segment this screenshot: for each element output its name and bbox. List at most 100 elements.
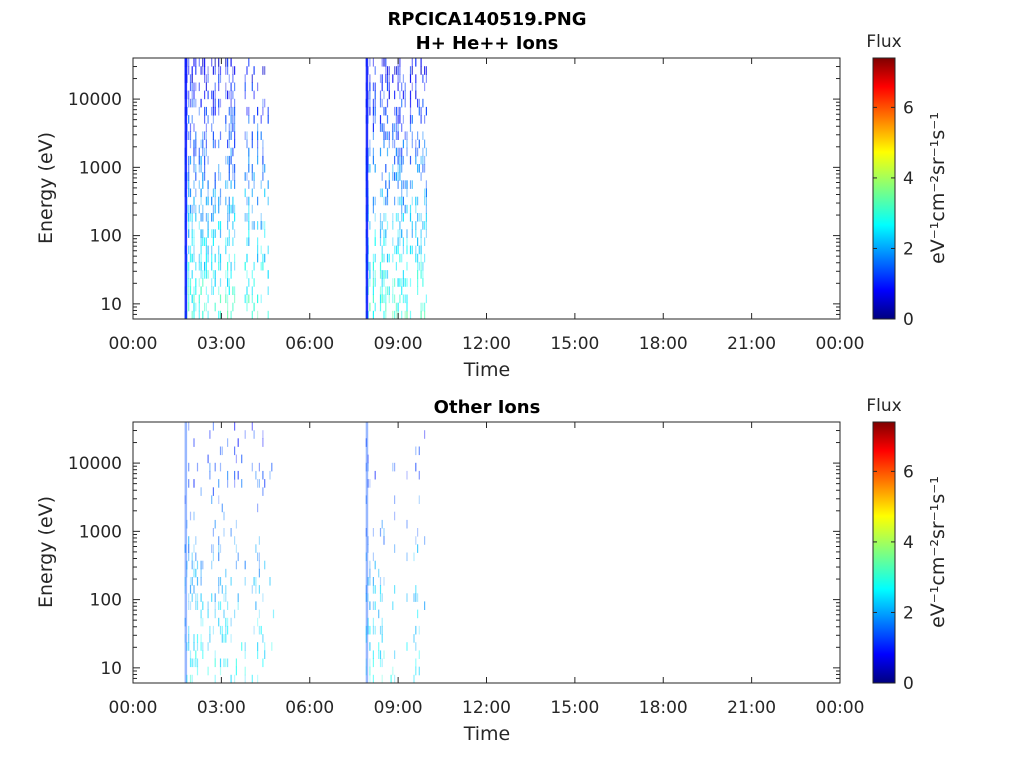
spectrogram-cell: [246, 196, 248, 206]
spectrogram-cell: [205, 196, 207, 206]
spectrogram-cell: [394, 196, 396, 206]
spectrogram-cell: [397, 180, 399, 189]
spectrogram-cell: [409, 74, 412, 83]
spectrogram-cell: [248, 196, 250, 206]
spectrogram-cell: [234, 164, 236, 173]
spectrogram-cell: [369, 666, 371, 676]
spectrogram-cell: [253, 625, 255, 635]
spectrogram-cell: [200, 617, 202, 627]
spectrogram-cell: [212, 139, 214, 149]
spectrogram-cell: [372, 123, 374, 132]
spectrogram-cell: [385, 286, 387, 295]
spectrogram-cell: [406, 229, 408, 238]
spectrogram-cell: [411, 229, 413, 238]
spectrogram-cell: [235, 666, 237, 676]
panel-top-colorbar: Flux 0 2 4 6 eV⁻¹cm⁻²sr⁻¹s⁻¹: [866, 32, 949, 330]
spectrogram-cell: [198, 155, 200, 165]
spectrogram-cell: [257, 294, 259, 304]
spectrogram-cell: [381, 74, 383, 83]
spectrogram-cell: [193, 98, 195, 108]
spectrogram-cell: [381, 82, 383, 92]
spectrogram-cell: [191, 577, 193, 586]
spectrogram-cell: [374, 164, 376, 173]
spectrogram-cell: [227, 66, 229, 75]
spectrogram-cell: [411, 131, 413, 140]
spectrogram-cell: [271, 462, 273, 472]
panel-top-title: H+ He++ Ions: [416, 33, 559, 54]
spectrogram-cell: [262, 658, 264, 668]
spectrogram-cell: [193, 568, 195, 578]
spectrogram-cell: [388, 66, 390, 75]
spectrogram-cell: [207, 66, 209, 75]
spectrogram-cell: [381, 98, 383, 108]
spectrogram-cell: [207, 253, 209, 263]
spectrogram-cell: [237, 601, 239, 610]
spectrogram-cell: [186, 519, 188, 529]
panel-bottom-x-label: Time: [463, 723, 511, 745]
spectrogram-cell: [392, 172, 394, 181]
spectrogram-cell: [218, 196, 220, 206]
spectrogram-cell: [379, 74, 382, 83]
panel-top-heatmap-cells: [184, 58, 427, 320]
spectrogram-cell: [388, 180, 390, 189]
x-tick-label: 06:00: [285, 334, 334, 354]
spectrogram-cell: [267, 245, 269, 255]
spectrogram-cell: [415, 593, 417, 602]
spectrogram-cell: [264, 642, 266, 651]
spectrogram-cell: [232, 90, 234, 100]
spectrogram-cell: [379, 229, 382, 238]
spectrogram-cell: [409, 155, 412, 165]
spectrogram-cell: [399, 172, 401, 181]
x-tick-label: 12:00: [462, 698, 511, 718]
spectrogram-cell: [198, 294, 200, 304]
spectrogram-cell: [196, 593, 199, 602]
spectrogram-cell: [214, 204, 216, 214]
spectrogram-cell: [248, 229, 250, 238]
spectrogram-cell: [219, 601, 222, 610]
spectrogram-cell: [219, 229, 222, 238]
spectrogram-cell: [379, 188, 382, 198]
spectrogram-cell: [189, 278, 192, 287]
spectrogram-cell: [267, 180, 269, 189]
spectrogram-cell: [198, 302, 200, 312]
spectrogram-cell: [193, 658, 195, 668]
spectrogram-cell: [200, 237, 202, 246]
spectrogram-cell: [214, 188, 216, 198]
spectrogram-cell: [205, 261, 207, 271]
spectrogram-cell: [198, 204, 200, 214]
spectrogram-cell: [406, 302, 408, 312]
spectrogram-cell: [207, 294, 209, 304]
spectrogram-cell: [374, 106, 376, 116]
spectrogram-cell: [418, 470, 420, 480]
spectrogram-cell: [399, 221, 401, 230]
spectrogram-cell: [225, 286, 227, 295]
spectrogram-cell: [374, 470, 376, 480]
spectrogram-cell: [251, 674, 253, 684]
spectrogram-cell: [228, 139, 230, 149]
spectrogram-cell: [369, 674, 371, 684]
spectrogram-cell: [374, 82, 376, 92]
spectrogram-cell: [186, 674, 188, 684]
spectrogram-cell: [241, 642, 243, 651]
spectrogram-cell: [267, 115, 269, 124]
spectrogram-cell: [198, 180, 200, 189]
spectrogram-cell: [234, 609, 236, 619]
spectrogram-cell: [404, 278, 406, 287]
spectrogram-cell: [212, 66, 214, 75]
spectrogram-cell: [189, 98, 192, 108]
colorbar-tick-label: 2: [903, 603, 914, 623]
colorbar-tick-label: 0: [903, 310, 914, 330]
spectrogram-cell: [372, 155, 374, 165]
spectrogram-cell: [218, 253, 220, 263]
spectrogram-cell: [392, 131, 394, 140]
spectrogram-cell: [379, 650, 382, 659]
spectrogram-cell: [401, 82, 403, 92]
spectrogram-cell: [191, 658, 193, 668]
spectrogram-cell: [218, 617, 220, 627]
spectrogram-cell: [234, 213, 236, 222]
spectrogram-cell: [255, 544, 257, 553]
spectrogram-cell: [418, 213, 420, 222]
spectrogram-cell: [399, 278, 401, 287]
spectrogram-cell: [191, 115, 193, 124]
spectrogram-cell: [402, 74, 404, 83]
